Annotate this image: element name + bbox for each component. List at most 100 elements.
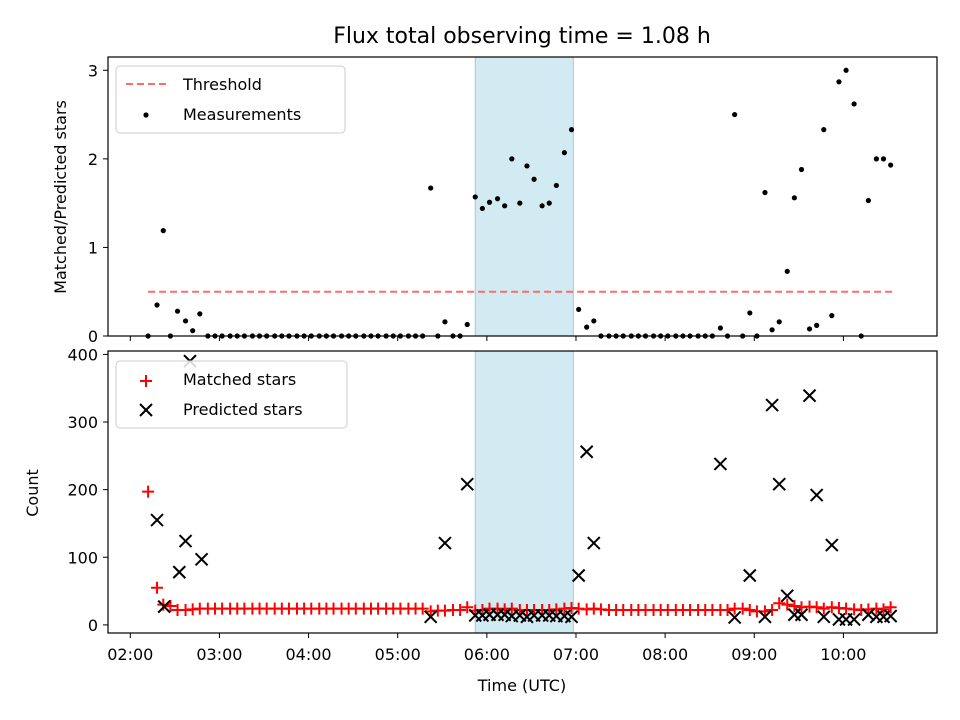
bottom-x-tick-label: 05:00 <box>375 645 421 664</box>
measurement-point <box>717 325 723 331</box>
bottom-y-tick-label: 100 <box>67 548 98 567</box>
matched-star-point <box>766 604 779 617</box>
predicted-star-point <box>861 608 876 622</box>
bottom-x-tick-label: 02:00 <box>107 645 153 664</box>
measurement-point <box>568 127 575 133</box>
matched-star-point <box>151 581 164 594</box>
measurement-point <box>472 194 478 200</box>
measurement-point <box>546 200 552 206</box>
predicted-star-point <box>564 610 579 624</box>
matched-star-point <box>142 485 155 498</box>
top-y-tick-label: 1 <box>88 238 98 257</box>
predicted-star-point <box>150 513 164 527</box>
predicted-star-point <box>794 608 809 622</box>
measurement-point <box>486 199 493 205</box>
measurement-point <box>591 318 597 324</box>
matched-star-point <box>884 601 897 614</box>
predicted-star-point <box>587 536 601 550</box>
measurement-point <box>553 182 559 189</box>
measurement-point <box>873 156 879 162</box>
bottom-y-tick-label: 200 <box>67 481 98 500</box>
bottom-x-tick-label: 07:00 <box>553 645 599 664</box>
bottom-legend-box <box>115 360 348 429</box>
measurement-point <box>880 156 887 162</box>
matched-star-point <box>721 604 734 617</box>
measurement-point <box>174 308 181 314</box>
measurement-point <box>829 313 835 319</box>
predicted-star-point <box>423 610 438 624</box>
measurement-point <box>806 326 813 332</box>
measurement-point <box>888 162 894 168</box>
predicted-star-point <box>172 565 187 579</box>
measurement-point <box>464 321 470 328</box>
bottom-y-axis-label: Count <box>23 469 42 517</box>
predicted-star-point <box>579 445 594 459</box>
matched-star-point <box>773 597 786 610</box>
predicted-star-point <box>883 609 898 623</box>
predicted-star-point <box>727 610 742 625</box>
measurement-point <box>190 328 196 334</box>
bottom-x-tick-label: 10:00 <box>820 645 866 664</box>
measurement-point <box>502 203 508 209</box>
bottom-y-tick-label: 300 <box>67 413 98 432</box>
top-axes-frame <box>107 56 938 337</box>
measurement-point <box>784 268 790 274</box>
predicted-star-point <box>571 568 586 583</box>
top-x-axis-ticks <box>129 336 844 341</box>
predicted-star-point <box>194 552 209 566</box>
bottom-axes-frame <box>107 350 938 634</box>
measurement-point <box>798 166 805 173</box>
predicted-star-point <box>809 488 824 502</box>
measurement-point <box>531 176 537 182</box>
predicted-star-point <box>780 589 794 603</box>
matched-legend-swatch <box>140 375 152 387</box>
measurement-point <box>843 67 849 73</box>
predicted-star-point <box>713 457 728 471</box>
measurements-legend-label: Measurements <box>183 105 301 124</box>
measurement-point <box>539 203 545 209</box>
measurement-point <box>769 327 775 333</box>
bottom-y-axis-ticks: 0 100 200 300 400 <box>67 345 108 635</box>
bottom-y-tick-label: 0 <box>88 616 98 635</box>
top-panel: 0 1 2 3 Matched/Predicted stars Threshold M… <box>51 56 938 346</box>
matched-star-point <box>781 598 794 611</box>
top-y-tick-label: 2 <box>88 150 98 169</box>
measurement-point <box>762 189 768 196</box>
measurements-legend-swatch <box>143 112 149 118</box>
top-legend-box <box>115 65 346 134</box>
bottom-observing-window-shade <box>474 350 574 634</box>
matched-star-point <box>736 602 749 615</box>
matched-star-point <box>461 601 474 614</box>
top-y-axis-ticks: 0 1 2 3 <box>88 61 108 346</box>
top-observing-window-shade <box>474 56 574 337</box>
predicted-star-point <box>758 610 772 624</box>
measurement-point <box>776 319 782 325</box>
measurement-point <box>442 319 448 325</box>
matched-star-point <box>877 603 890 616</box>
bottom-x-tick-label: 04:00 <box>286 645 332 664</box>
predicted-star-point <box>438 536 452 550</box>
measurement-point <box>524 163 530 169</box>
measurement-point <box>821 127 827 133</box>
threshold-legend-label: Threshold <box>182 75 262 94</box>
measurement-point <box>865 197 871 204</box>
measurement-point <box>509 156 515 162</box>
predicted-star-point <box>157 599 171 614</box>
matched-star-point <box>788 599 801 612</box>
matched-legend-label: Matched stars <box>183 370 296 389</box>
predicted-star-point <box>772 477 786 491</box>
measurement-point <box>428 185 434 191</box>
matched-star-point <box>817 602 830 615</box>
predicted-star-point <box>765 398 779 412</box>
predicted-star-point <box>847 612 861 627</box>
predicted-star-point <box>178 534 193 548</box>
matched-star-point <box>164 599 177 612</box>
measurement-point <box>851 101 857 107</box>
predicted-star-point <box>802 388 817 403</box>
predicted-star-point <box>743 568 757 583</box>
measurement-point <box>732 111 738 118</box>
predicted-star-point <box>817 610 831 624</box>
matched-star-point <box>416 602 429 615</box>
